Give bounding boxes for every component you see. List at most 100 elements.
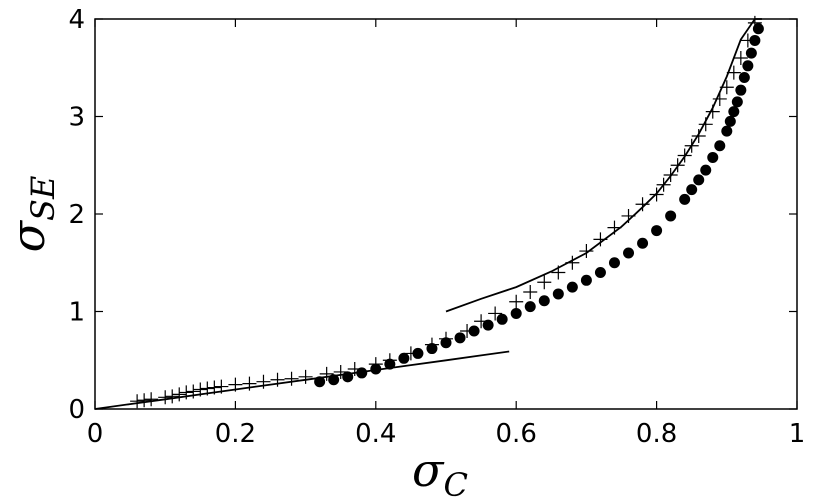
plus-point — [137, 393, 152, 408]
circle-point — [724, 115, 736, 127]
plus-point — [551, 265, 566, 280]
circle-point — [728, 106, 740, 118]
plus-point — [677, 148, 692, 163]
plus-point — [719, 80, 734, 95]
plus-point — [158, 390, 173, 405]
plus-point — [298, 369, 313, 384]
plus-point — [656, 177, 671, 192]
plus-point — [579, 244, 594, 259]
circle-point — [398, 352, 410, 364]
y-axis-label: σSE — [1, 176, 62, 253]
circle-point — [700, 164, 712, 176]
y-tick-label: 3 — [68, 103, 85, 133]
plus-point — [130, 394, 145, 409]
y-tick-label: 1 — [68, 298, 85, 328]
plus-point — [256, 374, 271, 389]
plus-point — [726, 65, 741, 80]
circle-point — [679, 193, 691, 205]
plus-point — [474, 314, 489, 329]
plus-point — [214, 379, 229, 394]
plus-point — [144, 392, 159, 407]
plus-point — [186, 384, 201, 399]
circle-point — [468, 325, 480, 337]
plus-point — [460, 324, 475, 338]
plus-point — [684, 138, 699, 153]
plus-point — [333, 364, 348, 379]
circle-point — [482, 319, 494, 331]
circle-point — [566, 281, 578, 293]
circle-point — [580, 274, 592, 286]
plus-point — [439, 331, 453, 346]
y-tick-label: 0 — [68, 395, 85, 425]
plus-point — [403, 346, 418, 361]
plus-point — [698, 117, 713, 132]
circle-point — [594, 267, 606, 278]
circle-point — [721, 125, 733, 137]
circle-point — [686, 184, 698, 196]
circle-point — [623, 247, 635, 259]
x-axis-label-sub: C — [443, 466, 467, 502]
x-tick-label: 0 — [87, 419, 104, 449]
x-axis-label: σC — [412, 443, 468, 502]
circle-point — [342, 371, 354, 383]
circle-point — [608, 257, 620, 269]
plus-point — [740, 33, 755, 48]
plus-point — [649, 187, 664, 202]
fit-line-1 — [94, 350, 510, 410]
circle-point — [665, 210, 677, 222]
plus-point — [319, 366, 334, 381]
plus-point — [691, 129, 706, 143]
plus-point — [347, 362, 362, 377]
circle-point — [707, 151, 719, 163]
plus-point — [670, 158, 685, 173]
circle-point — [552, 288, 564, 300]
circle-point — [693, 174, 705, 186]
plus-point — [179, 385, 194, 400]
circle-point — [749, 34, 761, 46]
circle-point — [510, 307, 522, 319]
plus-point — [705, 104, 720, 119]
circle-point — [314, 376, 326, 388]
circle-point — [454, 332, 466, 344]
plus-point — [200, 381, 215, 396]
fit-line-2 — [445, 18, 762, 313]
plus-point — [207, 380, 222, 395]
x-tick-label: 0.2 — [215, 419, 256, 449]
plus-point — [733, 51, 748, 65]
plus-point — [368, 357, 383, 372]
x-tick-label: 1 — [789, 419, 806, 449]
x-axis-label-main: σ — [412, 443, 445, 497]
plus-point — [635, 197, 650, 212]
circle-point — [742, 60, 754, 72]
circle-point — [735, 84, 747, 96]
plus-point — [165, 389, 180, 404]
circle-point — [714, 140, 726, 152]
plus-point — [593, 232, 608, 247]
circle-series — [314, 23, 764, 388]
y-tick-label: 2 — [68, 200, 85, 230]
plus-point — [663, 168, 678, 182]
plus-point — [228, 377, 243, 392]
plus-point — [509, 294, 524, 309]
x-tick-label: 0.6 — [496, 419, 537, 449]
plot-frame — [94, 18, 798, 410]
y-axis-label-main: σ — [1, 219, 55, 252]
y-tick-label: 4 — [68, 5, 85, 35]
circle-point — [524, 301, 536, 313]
plus-point — [172, 387, 187, 402]
y-axis-ticks: 0 1 2 3 4 — [68, 5, 797, 425]
plus-point — [193, 382, 208, 397]
circle-point — [328, 374, 340, 386]
circle-point — [745, 47, 757, 59]
x-tick-label: 0.4 — [355, 419, 396, 449]
plus-point — [747, 15, 762, 30]
x-tick-label: 0.8 — [636, 419, 677, 449]
plus-point — [537, 275, 552, 290]
plus-point — [523, 285, 538, 299]
circle-point — [412, 347, 424, 359]
circle-point — [651, 225, 663, 237]
plus-point — [284, 371, 299, 386]
circle-point — [538, 295, 550, 307]
plus-point — [270, 372, 285, 387]
